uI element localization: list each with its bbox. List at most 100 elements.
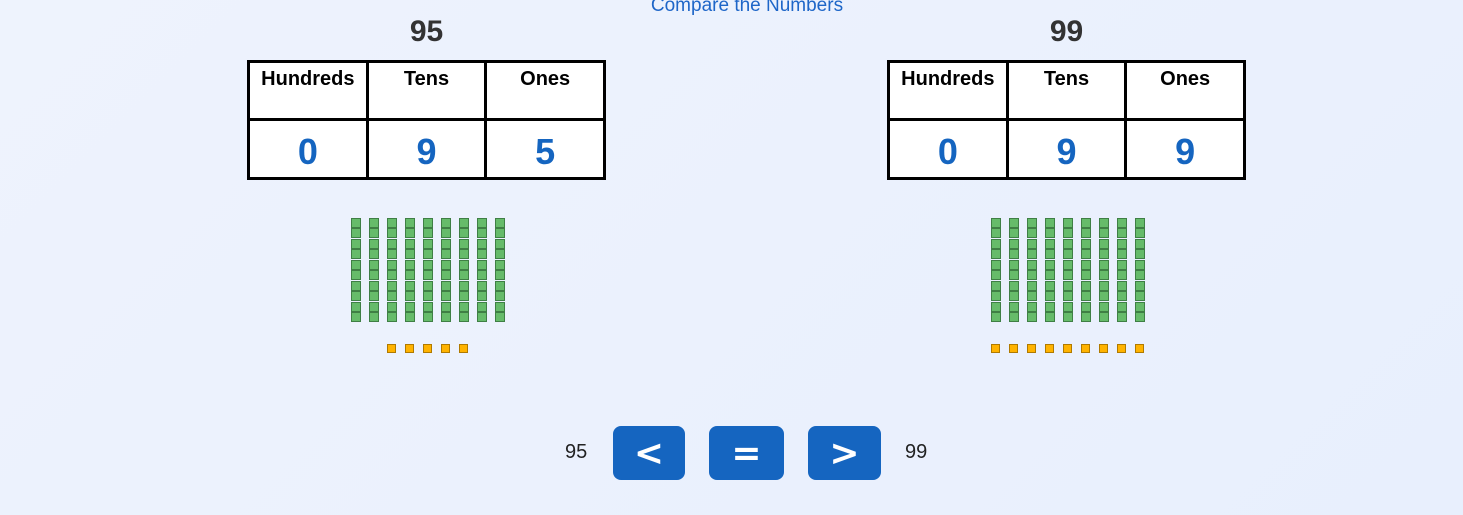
tens-rod-unit bbox=[1063, 302, 1073, 312]
tens-rod-unit bbox=[387, 249, 397, 259]
tens-rod-unit bbox=[459, 302, 469, 312]
tens-rod-unit bbox=[423, 228, 433, 238]
tens-rod-unit bbox=[1027, 312, 1037, 322]
tens-rod-unit bbox=[1009, 281, 1019, 291]
tens-rod-unit bbox=[1117, 218, 1127, 228]
tens-rod-unit bbox=[477, 281, 487, 291]
tens-rod-unit bbox=[1045, 218, 1055, 228]
tens-rod-unit bbox=[1081, 302, 1091, 312]
tens-rod-unit bbox=[1063, 270, 1073, 280]
tens-rod-unit bbox=[495, 260, 505, 270]
tens-rod-unit bbox=[1009, 291, 1019, 301]
tens-rod-unit bbox=[1045, 291, 1055, 301]
tens-rod-unit bbox=[495, 302, 505, 312]
tens-rod-unit bbox=[387, 239, 397, 249]
tens-rod-unit bbox=[1081, 291, 1091, 301]
tens-rod-unit bbox=[351, 218, 361, 228]
tens-rod-unit bbox=[1099, 281, 1109, 291]
less-than-button[interactable]: < bbox=[613, 426, 685, 480]
tens-rod-unit bbox=[1063, 281, 1073, 291]
tens-rod-unit bbox=[991, 260, 1001, 270]
tens-rod-unit bbox=[459, 312, 469, 322]
digit-tens: 9 bbox=[365, 118, 488, 180]
tens-rod-unit bbox=[459, 281, 469, 291]
tens-rod-unit bbox=[405, 270, 415, 280]
tens-rod-unit bbox=[351, 312, 361, 322]
tens-rod-unit bbox=[1117, 302, 1127, 312]
tens-rod-unit bbox=[477, 239, 487, 249]
tens-rod-unit bbox=[387, 228, 397, 238]
tens-rod-unit bbox=[459, 228, 469, 238]
tens-rod-unit bbox=[1063, 312, 1073, 322]
tens-rod-unit bbox=[423, 218, 433, 228]
tens-rod-unit bbox=[991, 228, 1001, 238]
tens-rod-unit bbox=[459, 218, 469, 228]
tens-rod-unit bbox=[991, 270, 1001, 280]
tens-rod-unit bbox=[1135, 228, 1145, 238]
tens-rod-unit bbox=[1135, 218, 1145, 228]
tens-rod-unit bbox=[1027, 291, 1037, 301]
tens-rod-unit bbox=[1045, 281, 1055, 291]
tens-rod-unit bbox=[1081, 260, 1091, 270]
tens-rod-unit bbox=[1099, 260, 1109, 270]
ones-unit-cube bbox=[1099, 344, 1108, 353]
tens-rod-unit bbox=[477, 302, 487, 312]
tens-rod-unit bbox=[1027, 239, 1037, 249]
tens-rod-unit bbox=[459, 260, 469, 270]
tens-rod-unit bbox=[387, 281, 397, 291]
header-hundreds: Hundreds bbox=[247, 60, 369, 121]
tens-rod-unit bbox=[369, 260, 379, 270]
tens-rod-unit bbox=[441, 270, 451, 280]
tens-rod-unit bbox=[387, 218, 397, 228]
tens-rod-unit bbox=[1135, 312, 1145, 322]
tens-rod-unit bbox=[1045, 302, 1055, 312]
compare-left-value: 95 bbox=[565, 441, 588, 463]
tens-rod-unit bbox=[369, 291, 379, 301]
tens-rod-unit bbox=[1063, 228, 1073, 238]
tens-rod-unit bbox=[991, 218, 1001, 228]
tens-rod-unit bbox=[1117, 260, 1127, 270]
tens-rod-unit bbox=[423, 312, 433, 322]
tens-rod-unit bbox=[1027, 249, 1037, 259]
tens-rod-unit bbox=[441, 260, 451, 270]
ones-unit-cube bbox=[1027, 344, 1036, 353]
tens-rod-unit bbox=[1045, 228, 1055, 238]
tens-rod-unit bbox=[1135, 239, 1145, 249]
tens-rod-unit bbox=[1099, 302, 1109, 312]
tens-rod-unit bbox=[405, 228, 415, 238]
tens-rod-unit bbox=[1027, 228, 1037, 238]
tens-rod-unit bbox=[369, 239, 379, 249]
tens-rod-unit bbox=[387, 312, 397, 322]
tens-rod-unit bbox=[459, 249, 469, 259]
tens-rod-unit bbox=[1081, 218, 1091, 228]
greater-than-button[interactable]: > bbox=[808, 426, 881, 480]
right-number: 99 bbox=[1049, 15, 1084, 48]
tens-rod-unit bbox=[441, 312, 451, 322]
tens-rod-unit bbox=[369, 312, 379, 322]
tens-rod-unit bbox=[1027, 270, 1037, 280]
tens-rod-unit bbox=[1135, 281, 1145, 291]
tens-rod-unit bbox=[1027, 218, 1037, 228]
tens-rod-unit bbox=[351, 239, 361, 249]
tens-rod-unit bbox=[1135, 270, 1145, 280]
tens-rod-unit bbox=[991, 249, 1001, 259]
tens-rod-unit bbox=[1117, 291, 1127, 301]
tens-rod-unit bbox=[441, 302, 451, 312]
tens-rod-unit bbox=[441, 281, 451, 291]
tens-rod-unit bbox=[441, 291, 451, 301]
tens-rod-unit bbox=[387, 291, 397, 301]
tens-rod-unit bbox=[1045, 270, 1055, 280]
tens-rod-unit bbox=[1027, 281, 1037, 291]
tens-rod-unit bbox=[495, 239, 505, 249]
tens-rod-unit bbox=[441, 249, 451, 259]
tens-rod-unit bbox=[423, 281, 433, 291]
tens-rod-unit bbox=[1045, 312, 1055, 322]
tens-rod-unit bbox=[351, 228, 361, 238]
tens-rod-unit bbox=[1045, 260, 1055, 270]
header-hundreds: Hundreds bbox=[887, 60, 1009, 121]
tens-rod-unit bbox=[1081, 228, 1091, 238]
tens-rod-unit bbox=[495, 291, 505, 301]
tens-rod-unit bbox=[351, 281, 361, 291]
equal-button[interactable]: = bbox=[709, 426, 784, 480]
